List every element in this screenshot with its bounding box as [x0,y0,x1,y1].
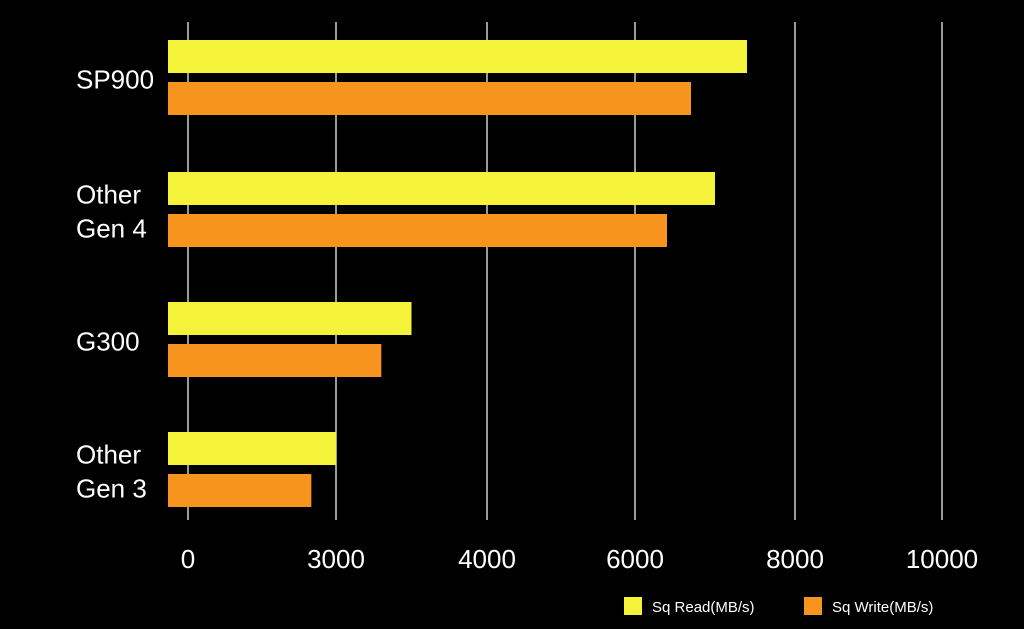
legend-label: Sq Write(MB/s) [832,599,933,616]
x-tick-label: 4000 [458,544,516,574]
category-label: SP900 [76,65,154,95]
legend-swatch [624,597,642,615]
bars [168,40,747,507]
category-labels: SP900 Other Gen 4 G300 Other Gen 3 [76,65,154,504]
category-label: G300 [76,327,140,357]
bar-write [168,474,312,507]
x-tick-label: 10000 [906,544,978,574]
legend-label: Sq Read(MB/s) [652,599,755,616]
category-label: Other [76,440,141,470]
bar-read [168,40,747,73]
legend-item: Sq Read(MB/s) [624,597,755,616]
bar-read [168,302,412,335]
category-label: Gen 4 [76,214,147,244]
bar-read [168,172,715,205]
x-tick-label: 0 [181,544,195,574]
x-tick-label: 8000 [766,544,824,574]
legend-item: Sq Write(MB/s) [804,597,933,616]
x-tick-label: 3000 [307,544,365,574]
bar-write [168,214,667,247]
bar-write [168,82,691,115]
bar-write [168,344,382,377]
category-label: Other [76,180,141,210]
x-tick-label: 6000 [606,544,664,574]
legend: Sq Read(MB/s) Sq Write(MB/s) [624,597,933,616]
legend-swatch [804,597,822,615]
x-axis-tick-labels: 0 3000 4000 6000 8000 10000 [181,544,978,574]
category-label: Gen 3 [76,474,147,504]
bar-read [168,432,336,465]
